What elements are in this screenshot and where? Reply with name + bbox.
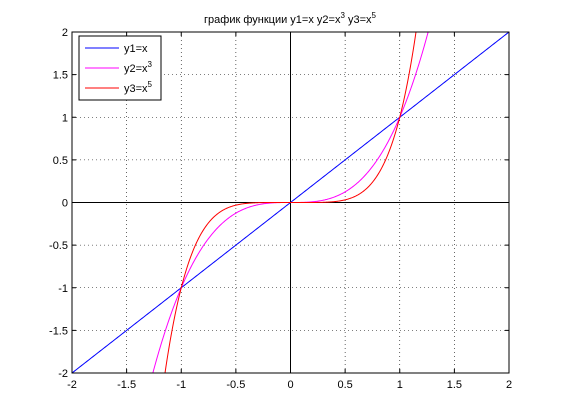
y-tick-label-8: 2 (62, 27, 68, 39)
x-tick-label-6: 1 (397, 379, 403, 391)
series-line-3 (164, 32, 417, 373)
chart-title: график функции y1=x y2=x3 y3=x5 (204, 11, 376, 26)
y-tick-label-0: -2 (58, 368, 68, 380)
x-tick-label-0: -2 (67, 379, 77, 391)
legend-label-2: y2=x3 (124, 60, 153, 75)
chart-title-prefix: график функции y1=x y2=x (204, 14, 341, 26)
x-tick-label-2: -1 (176, 379, 186, 391)
y-tick-label-5: 0.5 (53, 155, 68, 167)
x-tick-label-5: 0.5 (337, 379, 352, 391)
legend-label-1: y1=x (124, 43, 148, 55)
y-tick-label-4: 0 (62, 198, 68, 210)
y-tick-label-7: 1.5 (53, 70, 68, 82)
legend: y1=x y2=x3 y3=x5 (78, 35, 162, 101)
y-tick-label-3: -0.5 (49, 240, 68, 252)
chart-title-sup-2: 5 (372, 11, 377, 20)
legend-label-3: y3=x5 (124, 80, 153, 95)
x-tick-label-8: 2 (506, 379, 512, 391)
x-tick-label-1: -1.5 (117, 379, 136, 391)
y-tick-label-1: -1.5 (49, 325, 68, 337)
x-tick-label-4: 0 (287, 379, 293, 391)
ticks-layer: -2 -1.5 -1 -0.5 0 0.5 1 1.5 2 -2 -1.5 -1 -0.5 0 0.5 1 1.… (49, 27, 512, 391)
chart-title-sup-1: 3 (340, 11, 345, 20)
chart-title-mid: y3=x (345, 14, 372, 26)
series-layer (72, 32, 509, 373)
y-tick-label-6: 1 (62, 112, 68, 124)
x-tick-label-3: -0.5 (226, 379, 245, 391)
x-tick-label-7: 1.5 (447, 379, 462, 391)
y-tick-label-2: -1 (58, 283, 68, 295)
